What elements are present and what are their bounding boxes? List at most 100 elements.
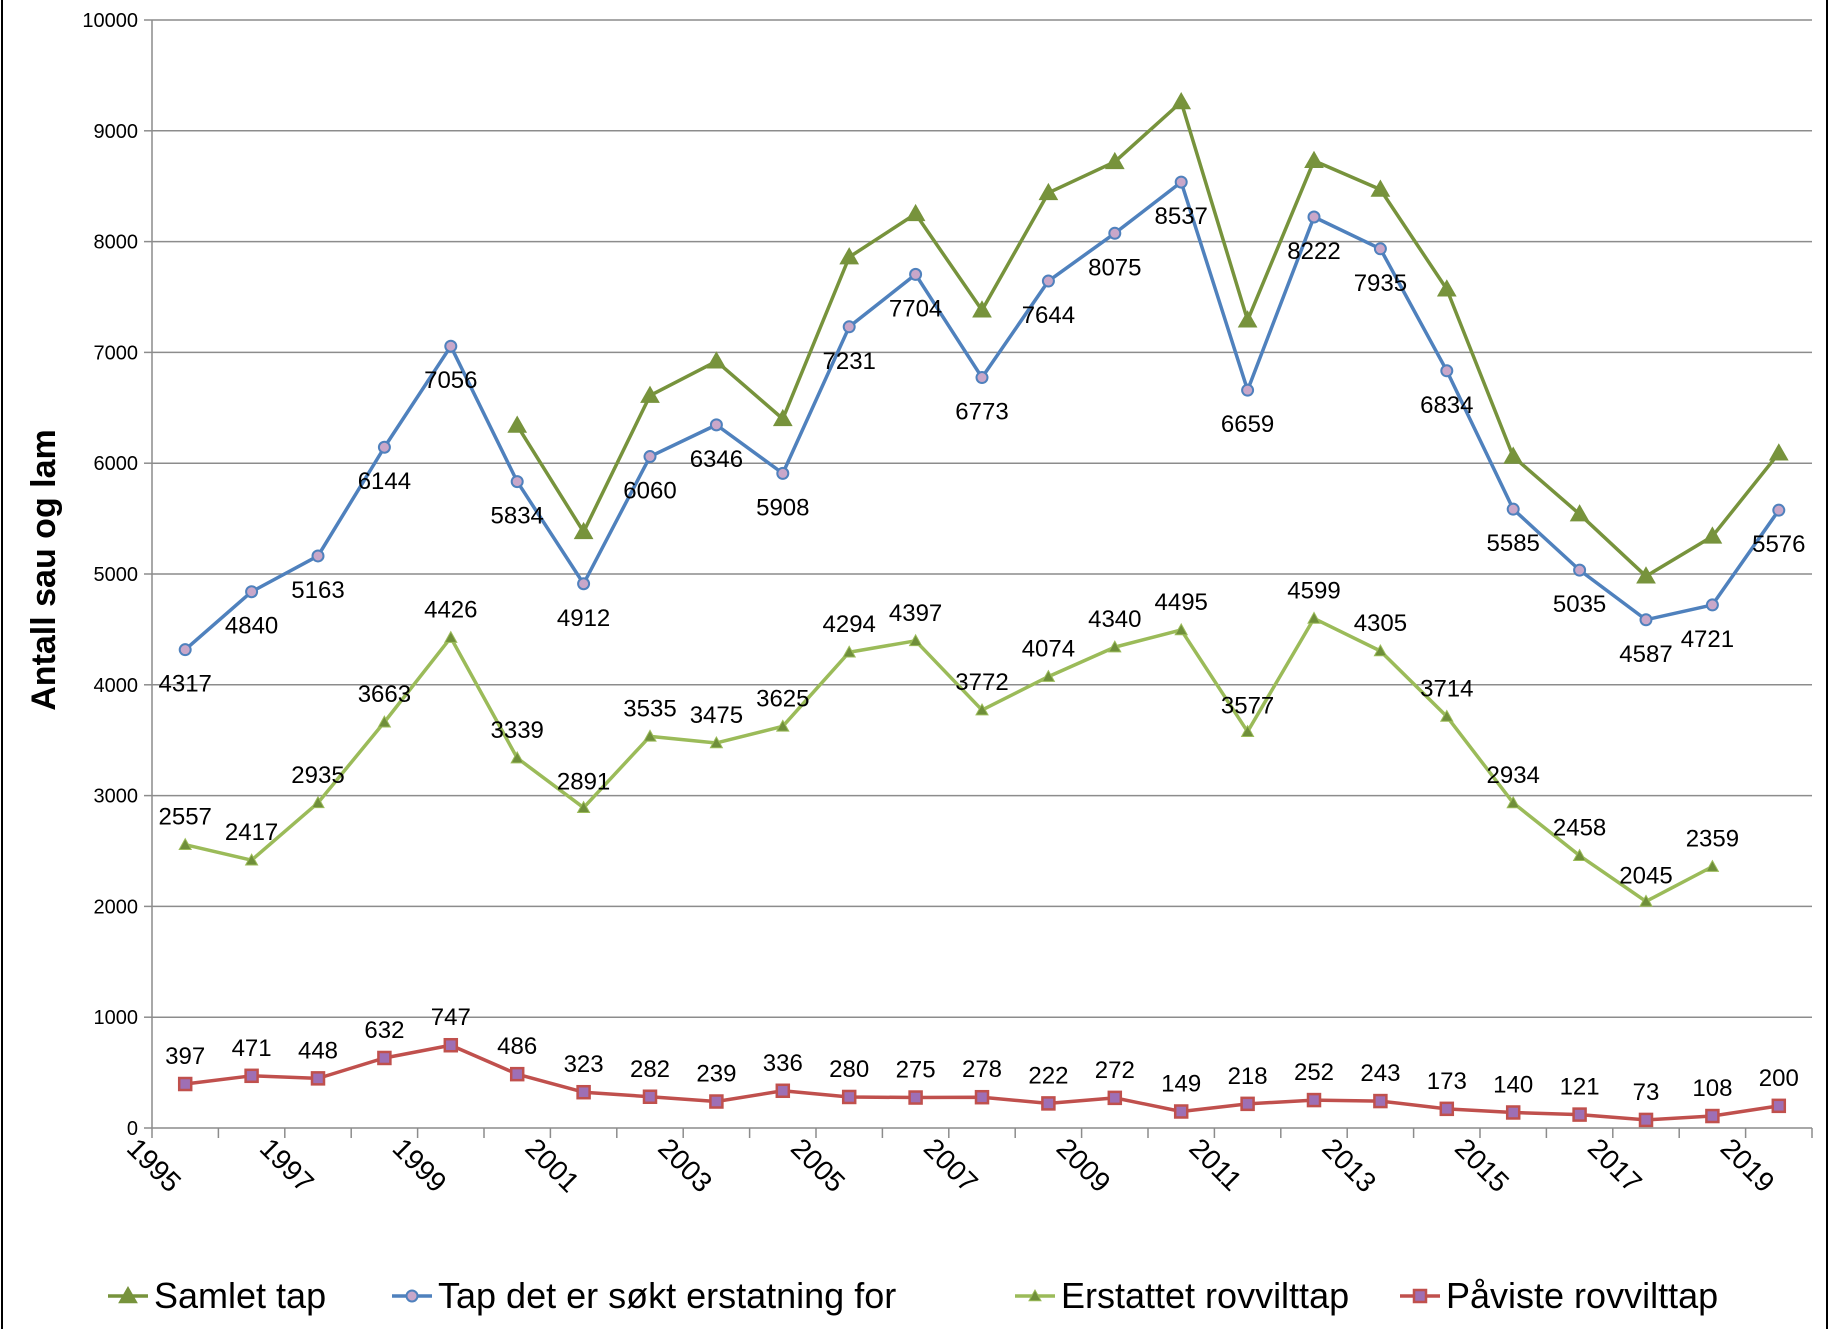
data-point: [177, 1076, 193, 1092]
data-point: [178, 837, 193, 850]
data-label: 2458: [1553, 815, 1606, 842]
data-label: 173: [1427, 1068, 1467, 1095]
data-point: [510, 751, 525, 764]
data-label: 5908: [756, 494, 809, 521]
data-point: [905, 203, 926, 222]
data-label: 486: [497, 1033, 537, 1060]
data-point: [576, 800, 591, 813]
data-label: 2045: [1619, 862, 1672, 889]
data-label: 3772: [955, 669, 1008, 696]
data-point: [1639, 613, 1653, 627]
y-tick-label: 10000: [82, 10, 138, 32]
data-point: [245, 585, 259, 599]
data-label: 2934: [1487, 762, 1540, 789]
data-label: 4317: [159, 671, 212, 698]
data-label: 149: [1161, 1070, 1201, 1097]
data-label: 2891: [557, 769, 610, 796]
legend: Samlet tap Tap det er søkt erstatning for…: [108, 1275, 1718, 1316]
data-point: [1240, 1096, 1255, 1112]
data-point: [311, 549, 325, 563]
legend-item-2: Erstattet rovvilttap: [1015, 1275, 1349, 1316]
data-point: [776, 466, 790, 480]
data-label: 140: [1493, 1071, 1533, 1098]
data-label: 4912: [557, 605, 610, 632]
data-point: [377, 1050, 392, 1066]
data-point: [709, 1094, 724, 1109]
data-point: [1038, 182, 1059, 201]
data-point: [1373, 242, 1387, 256]
data-label: 5576: [1752, 531, 1805, 558]
y-tick-label: 8000: [94, 232, 139, 254]
data-label: 397: [165, 1043, 205, 1070]
data-label: 4074: [1022, 636, 1075, 663]
data-label: 6834: [1420, 392, 1473, 419]
data-point: [1705, 598, 1719, 612]
series-3: [177, 1037, 1787, 1128]
y-tick-label: 1000: [94, 1007, 139, 1029]
series-1: [178, 175, 1786, 657]
data-point: [1506, 795, 1521, 809]
data-point: [1771, 1098, 1787, 1114]
data-label: 323: [564, 1051, 604, 1078]
data-point: [1108, 226, 1122, 240]
series-0: [507, 91, 1789, 584]
axes: [144, 19, 1813, 1138]
data-point: [1174, 622, 1189, 636]
data-point: [1107, 1090, 1123, 1106]
data-point: [1041, 1096, 1056, 1111]
data-label: 275: [896, 1057, 936, 1084]
data-point: [443, 630, 458, 643]
y-tick-label: 0: [127, 1118, 138, 1140]
data-label: 282: [630, 1056, 670, 1083]
legend-item-1: Tap det er søkt erstatning for: [392, 1275, 896, 1316]
data-label: 8537: [1155, 203, 1208, 230]
data-point: [1306, 1092, 1322, 1108]
data-point: [974, 1089, 990, 1105]
data-label: 272: [1095, 1057, 1135, 1084]
y-tick-label: 7000: [94, 342, 139, 364]
data-label: 252: [1294, 1059, 1334, 1086]
data-point: [377, 440, 391, 454]
data-point: [775, 719, 790, 732]
data-point: [841, 1089, 857, 1105]
data-label: 2935: [291, 762, 344, 789]
data-point: [975, 703, 989, 716]
data-label: 4840: [225, 613, 278, 640]
data-point: [1436, 279, 1457, 297]
data-label: 3663: [358, 681, 411, 708]
data-point: [643, 729, 657, 742]
data-label: 7644: [1022, 302, 1075, 329]
data-point: [510, 475, 524, 489]
data-label: 7704: [889, 295, 942, 322]
data-label: 3339: [491, 717, 544, 744]
data-point: [1639, 894, 1653, 907]
data-label: 222: [1028, 1062, 1068, 1089]
data-label: 7231: [823, 348, 876, 375]
data-label: 3625: [756, 685, 809, 712]
data-label: 448: [298, 1037, 338, 1064]
data-label: 6060: [623, 478, 676, 505]
data-label: 6144: [358, 468, 411, 495]
data-point: [1174, 175, 1188, 189]
data-point: [1107, 640, 1122, 653]
data-label: 5834: [491, 503, 544, 530]
data-label: 200: [1759, 1065, 1799, 1092]
data-point: [1241, 383, 1255, 397]
data-point: [377, 715, 392, 728]
data-point: [1440, 364, 1454, 378]
data-point: [576, 1084, 591, 1100]
legend-label: Tap det er søkt erstatning for: [438, 1275, 896, 1316]
data-point: [509, 1066, 525, 1082]
data-labels: 4317 4840 5163 6144 7056 5834 4912 6060 6346 5908…: [159, 203, 1806, 1106]
data-point: [909, 267, 923, 281]
data-label: 632: [364, 1017, 404, 1044]
data-point: [1705, 859, 1720, 872]
data-point: [1240, 724, 1255, 737]
data-label: 3577: [1221, 693, 1274, 720]
data-label: 4426: [424, 597, 477, 624]
legend-label: Samlet tap: [154, 1275, 326, 1316]
data-label: 278: [962, 1056, 1002, 1083]
y-tick-label: 4000: [94, 675, 139, 697]
data-point: [1304, 150, 1324, 168]
data-label: 4599: [1287, 577, 1340, 604]
